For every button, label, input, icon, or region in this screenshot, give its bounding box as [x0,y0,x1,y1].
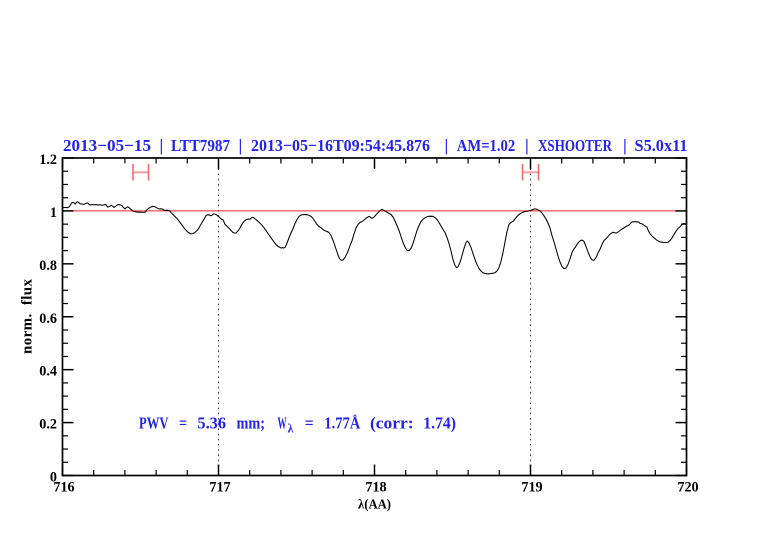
svg-text:719: 719 [521,480,542,496]
svg-text:0: 0 [50,470,57,486]
svg-text:|: | [445,136,449,155]
svg-text:0.2: 0.2 [39,417,57,433]
svg-text:=: = [305,414,314,433]
svg-text:2013−05−15: 2013−05−15 [63,136,151,155]
svg-text:S5.0x11: S5.0x11 [635,136,688,155]
svg-text:1.74): 1.74) [423,414,456,433]
svg-text:0.4: 0.4 [39,364,57,380]
svg-text:AM=1.02: AM=1.02 [457,136,515,155]
svg-text:LTT7987: LTT7987 [171,136,230,155]
svg-text:|: | [160,136,164,155]
svg-text:|: | [623,136,627,155]
svg-text:1.2: 1.2 [39,152,57,168]
svg-text:norm. flux: norm. flux [20,279,36,355]
svg-text:|: | [525,136,529,155]
svg-text:W: W [278,414,287,433]
svg-text:mm;: mm; [237,414,266,433]
svg-text:2013−05−16T09:54:45.876: 2013−05−16T09:54:45.876 [251,136,430,155]
svg-text:1.77Å: 1.77Å [324,414,360,433]
svg-text:0.8: 0.8 [39,258,57,274]
svg-text:0.6: 0.6 [39,311,57,327]
svg-text:λ(AA): λ(AA) [358,498,391,513]
svg-text:5.36: 5.36 [197,414,226,433]
svg-text:PWV: PWV [139,414,169,433]
svg-text:XSHOOTER: XSHOOTER [538,136,613,155]
svg-text:716: 716 [53,480,74,496]
svg-text:717: 717 [209,480,230,496]
svg-text:=: = [179,414,187,433]
svg-text:(corr:: (corr: [370,414,414,433]
svg-text:1: 1 [50,205,57,221]
svg-text:718: 718 [365,480,386,496]
svg-text:λ: λ [288,421,294,436]
svg-text:720: 720 [677,480,698,496]
svg-text:|: | [239,136,243,155]
